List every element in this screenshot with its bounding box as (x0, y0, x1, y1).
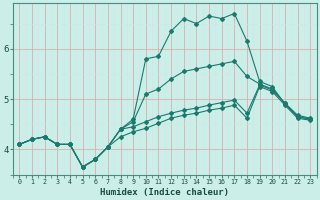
X-axis label: Humidex (Indice chaleur): Humidex (Indice chaleur) (100, 188, 229, 197)
